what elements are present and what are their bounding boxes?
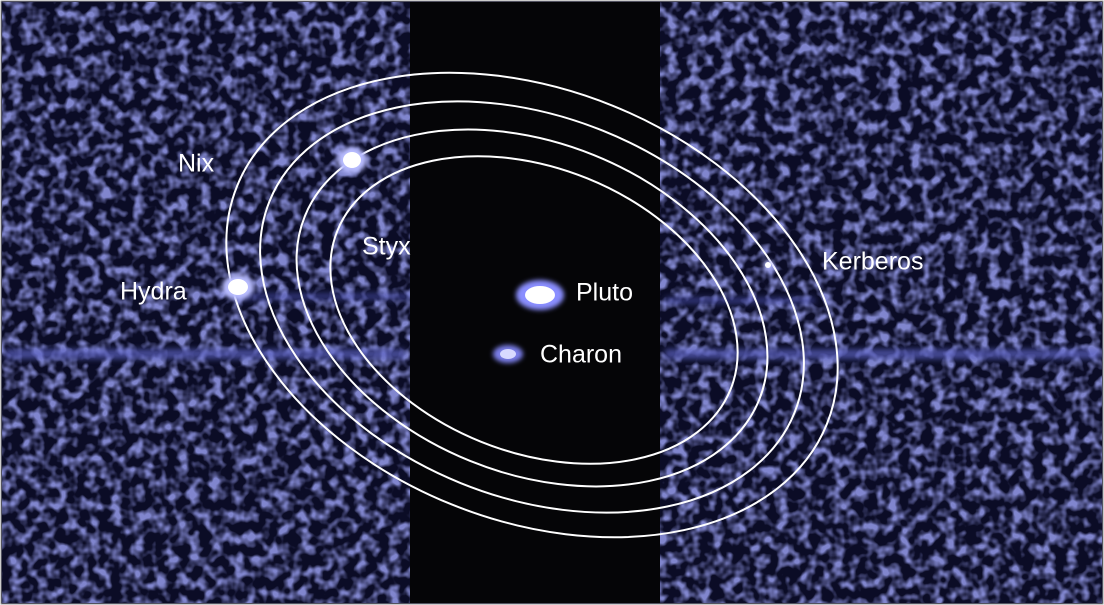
moons (222, 147, 773, 363)
label: Kerberos (822, 248, 923, 276)
orbits (225, 71, 839, 539)
label: Nix (178, 150, 215, 178)
label: Charon (540, 341, 622, 369)
label: Hydra (120, 278, 187, 306)
streaks (5, 293, 1100, 359)
label: Styx (362, 233, 411, 261)
label: Pluto (576, 279, 633, 307)
